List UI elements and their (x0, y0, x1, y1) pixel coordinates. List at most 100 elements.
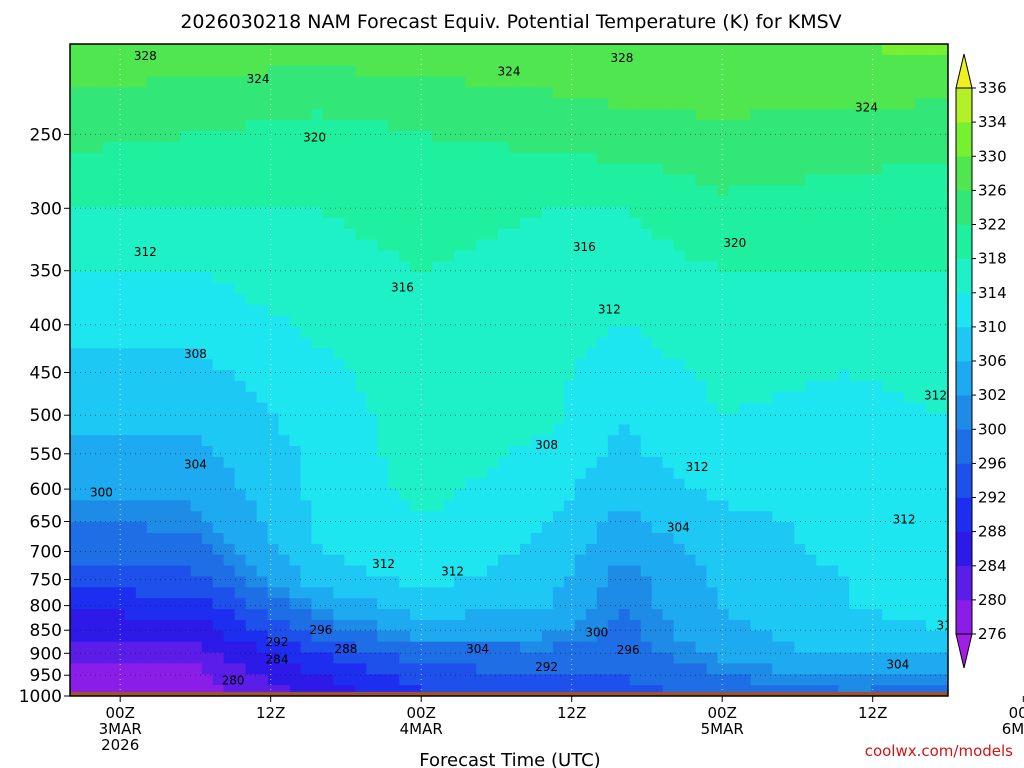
field-cell (640, 304, 653, 317)
field-cell (70, 315, 82, 328)
field-cell (574, 543, 587, 556)
field-cell (377, 304, 389, 317)
field-cell (695, 402, 708, 415)
field-cell (146, 370, 159, 382)
field-cell (377, 174, 389, 186)
field-cell (509, 304, 521, 317)
field-cell (289, 348, 302, 360)
field-cell (300, 239, 313, 252)
field-cell (728, 478, 741, 491)
field-cell (541, 228, 554, 241)
field-cell (70, 370, 82, 382)
field-cell (519, 402, 532, 415)
field-cell (465, 533, 477, 545)
field-cell (476, 533, 488, 545)
field-cell (267, 565, 280, 578)
field-cell (201, 598, 214, 610)
field-cell (454, 619, 466, 632)
field-cell (399, 576, 411, 588)
field-cell (91, 87, 104, 99)
field-cell (838, 402, 850, 415)
field-cell (552, 98, 565, 110)
field-cell (739, 228, 752, 241)
field-cell (179, 685, 192, 696)
field-cell (739, 652, 752, 664)
field-cell (915, 293, 927, 306)
field-cell (223, 598, 236, 610)
field-cell (157, 500, 170, 512)
field-cell (212, 380, 225, 393)
field-cell (124, 565, 137, 578)
field-cell (596, 87, 609, 99)
field-cell (882, 424, 894, 436)
field-cell (541, 391, 554, 404)
field-cell (70, 619, 82, 632)
field-cell (574, 44, 587, 56)
field-cell (168, 456, 181, 469)
field-cell (300, 348, 313, 360)
field-cell (849, 370, 861, 382)
field-cell (717, 435, 730, 447)
field-cell (552, 120, 565, 132)
field-cell (541, 44, 554, 56)
field-cell (421, 500, 433, 512)
field-cell (366, 315, 378, 328)
field-cell (311, 315, 324, 328)
field-cell (223, 261, 236, 273)
field-cell (465, 685, 477, 696)
field-cell (772, 435, 784, 447)
field-cell (410, 630, 422, 643)
field-cell (563, 304, 576, 317)
field-cell (640, 109, 653, 121)
field-cell (651, 207, 664, 219)
field-cell (498, 641, 510, 654)
field-cell (805, 478, 817, 491)
field-cell (629, 456, 642, 469)
field-cell (124, 674, 137, 686)
field-cell (113, 304, 126, 317)
field-cell (201, 293, 214, 306)
field-cell (223, 174, 236, 186)
field-cell (498, 630, 510, 643)
field-cell (245, 228, 258, 241)
field-cell (465, 467, 477, 480)
field-cell (256, 283, 269, 295)
field-cell (421, 185, 433, 197)
field-cell (706, 293, 719, 306)
field-cell (706, 522, 719, 534)
field-cell (805, 533, 817, 545)
field-cell (256, 500, 269, 512)
field-cell (278, 380, 291, 393)
field-cell (245, 576, 258, 588)
field-cell (410, 413, 422, 425)
field-cell (311, 533, 324, 545)
field-cell (234, 554, 247, 567)
field-cell (91, 185, 104, 197)
field-cell (377, 315, 389, 328)
field-cell (388, 435, 400, 447)
field-cell (278, 250, 291, 262)
field-cell (816, 533, 828, 545)
field-cell (201, 674, 214, 686)
field-cell (629, 641, 642, 654)
field-cell (465, 250, 477, 262)
field-cell (168, 152, 181, 165)
field-cell (640, 326, 653, 338)
x-tick-label: 00Z (106, 704, 135, 722)
field-cell (223, 663, 236, 675)
field-cell (860, 511, 872, 523)
field-cell (728, 446, 741, 458)
field-cell (750, 44, 763, 56)
field-cell (421, 304, 433, 317)
field-cell (311, 196, 324, 208)
field-cell (190, 598, 203, 610)
field-cell (80, 467, 93, 480)
field-cell (629, 370, 642, 382)
field-cell (223, 533, 236, 545)
field-cell (651, 489, 664, 501)
field-cell (388, 478, 400, 491)
field-cell (234, 315, 247, 328)
field-cell (640, 217, 653, 230)
field-cell (519, 674, 532, 686)
field-cell (388, 402, 400, 415)
